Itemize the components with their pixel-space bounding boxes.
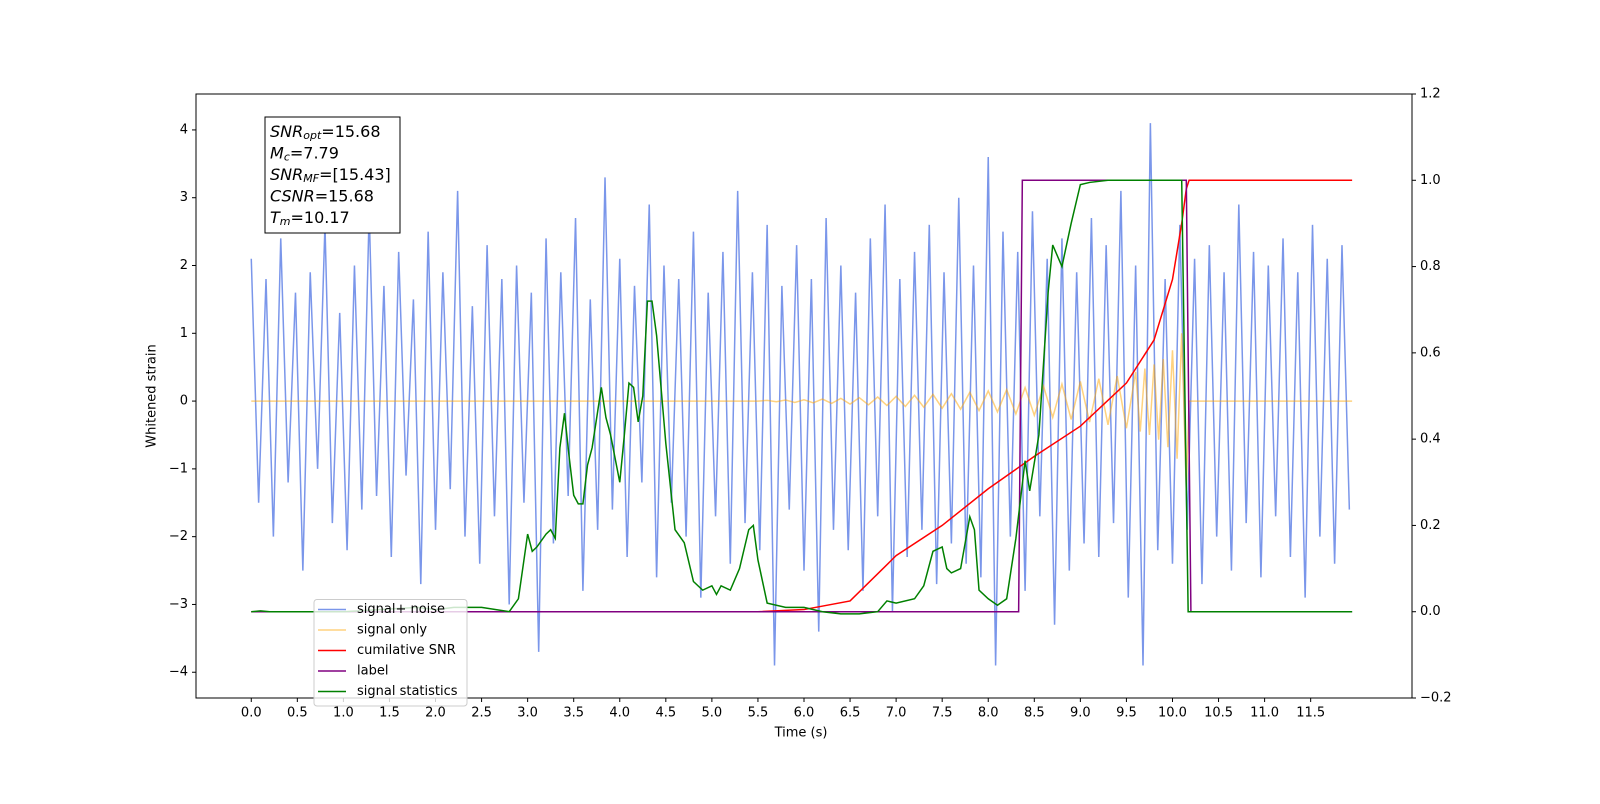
annotation-symbol: SNR [270, 165, 303, 184]
x-tick-label: 4.5 [655, 706, 676, 721]
x-tick-label: 6.5 [840, 706, 861, 721]
x-tick-label: 2.5 [471, 706, 492, 721]
annotation-value: =15.68 [315, 186, 374, 205]
annotation-frame [264, 116, 401, 234]
y-axis-label: Whitened strain [145, 344, 160, 447]
x-tick-label: 1.5 [379, 706, 400, 721]
y-tick-label: −2 [169, 529, 188, 544]
series-line [251, 333, 1353, 490]
y-tick-label: −1 [169, 461, 188, 476]
y-tick-label: 1 [180, 326, 188, 341]
x-tick-label: 11.0 [1250, 706, 1279, 721]
series-line [251, 179, 1353, 615]
x-tick-label: 2.0 [425, 706, 446, 721]
y2-tick-label: 1.0 [1420, 173, 1441, 188]
series-line [251, 179, 1353, 613]
annotation-subscript: m [280, 215, 291, 228]
legend-label: cumilative SNR [357, 643, 456, 658]
y-tick-label: 4 [180, 122, 188, 137]
annotation-value: =15.68 [321, 122, 380, 141]
annotation-subscript: MF [303, 172, 319, 185]
y2-tick-label: 0.4 [1420, 432, 1441, 447]
x-tick-label: 7.5 [932, 706, 953, 721]
x-tick-label: 10.0 [1158, 706, 1187, 721]
x-axis-label: Time (s) [774, 726, 828, 741]
x-tick-label: 1.0 [333, 706, 354, 721]
annotation-value: =10.17 [291, 208, 350, 227]
annotation-symbol: M [270, 143, 284, 162]
annotation-subscript: c [284, 151, 290, 164]
x-tick-label: 0.0 [241, 706, 262, 721]
annotation-box: SNRopt=15.68Mc=7.79SNRMF=[15.43]CSNR=15.… [264, 116, 401, 234]
x-tick-label: 3.0 [517, 706, 538, 721]
x-tick-label: 8.5 [1024, 706, 1045, 721]
annotation-line: SNRMF=[15.43] [270, 165, 391, 186]
y2-tick-label: 0.8 [1420, 259, 1441, 274]
x-tick-label: 11.5 [1296, 706, 1325, 721]
y-tick-label: −4 [169, 665, 188, 680]
annotation-line: CSNR=15.68 [270, 186, 374, 205]
legend-label: signal only [357, 623, 427, 638]
legend-label: label [357, 664, 388, 679]
y2-tick-label: 0.2 [1420, 518, 1441, 533]
y-tick-label: 3 [180, 190, 188, 205]
x-tick-label: 10.5 [1204, 706, 1233, 721]
legend: signal+ noise signal only cumilative SNR la… [313, 599, 468, 707]
y-tick-label: 2 [180, 258, 188, 273]
x-tick-label: 8.0 [978, 706, 999, 721]
annotation-symbol: SNR [270, 122, 303, 141]
x-tick-label: 7.0 [886, 706, 907, 721]
annotation-symbol: T [270, 208, 281, 227]
x-tick-label: 5.5 [748, 706, 769, 721]
y2-tick-label: −0.2 [1420, 691, 1452, 706]
series-line [250, 123, 1351, 666]
x-tick-label: 4.0 [609, 706, 630, 721]
legend-label: signal statistics [357, 684, 458, 699]
x-tick-label: 9.0 [1070, 706, 1091, 721]
legend-label: signal+ noise [357, 602, 445, 617]
x-tick-label: 0.5 [287, 706, 308, 721]
y2-tick-label: 0.0 [1420, 604, 1441, 619]
annotation-subscript: opt [303, 129, 322, 142]
y-tick-label: −3 [169, 597, 188, 612]
y2-tick-label: 0.6 [1420, 345, 1441, 360]
annotation-value: =7.79 [290, 143, 339, 162]
x-tick-label: 3.5 [563, 706, 584, 721]
x-tick-label: 6.0 [794, 706, 815, 721]
x-tick-label: 5.0 [702, 706, 723, 721]
y2-tick-label: 1.2 [1420, 87, 1441, 102]
annotation-value: =[15.43] [319, 165, 391, 184]
plot-frame [195, 93, 1413, 699]
annotation-symbol: CSNR [270, 186, 315, 205]
annotation-line: Tm=10.17 [270, 208, 350, 229]
y-tick-label: 0 [180, 394, 188, 409]
x-tick-label: 9.5 [1116, 706, 1137, 721]
annotation-line: SNRopt=15.68 [270, 122, 381, 143]
annotation-line: Mc=7.79 [270, 143, 339, 164]
legend-frame [313, 599, 468, 707]
